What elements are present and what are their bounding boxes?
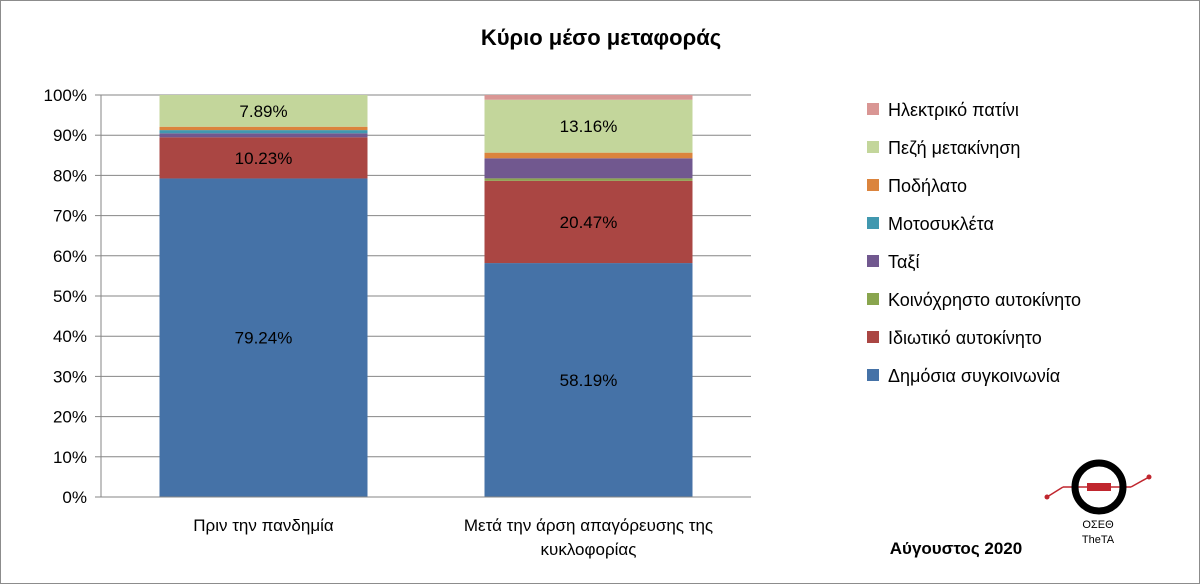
y-tick-label: 10% xyxy=(53,448,87,467)
legend-label: Κοινόχρηστο αυτοκίνητο xyxy=(888,290,1081,310)
bar-segment xyxy=(484,99,693,153)
x-category-label: κυκλοφορίας xyxy=(541,540,637,559)
legend-swatch xyxy=(867,141,879,153)
legend-label: Ιδιωτικό αυτοκίνητο xyxy=(888,328,1042,348)
legend-label: Ποδήλατο xyxy=(888,176,967,196)
data-label: 20.47% xyxy=(560,213,618,232)
bars xyxy=(159,95,693,497)
chart-title: Κύριο μέσο μεταφοράς xyxy=(481,25,721,50)
legend-swatch xyxy=(867,369,879,381)
bar-segment xyxy=(484,180,693,264)
legend-label: Μοτοσυκλέτα xyxy=(888,214,994,234)
legend-label: Πεζή μετακίνηση xyxy=(888,138,1020,158)
y-tick-label: 100% xyxy=(44,86,87,105)
y-tick-label: 40% xyxy=(53,327,87,346)
legend-swatch xyxy=(867,255,879,267)
y-tick-label: 30% xyxy=(53,367,87,386)
oseth-logo: ΟΣΕΘ TheTA xyxy=(1044,459,1152,546)
y-tick-label: 50% xyxy=(53,287,87,306)
legend-swatch xyxy=(867,217,879,229)
footer-date: Αύγουστος 2020 xyxy=(890,539,1022,558)
x-category-label: Πριν την πανδημία xyxy=(193,516,334,535)
bar-segment xyxy=(159,95,368,127)
y-tick-label: 0% xyxy=(62,488,87,507)
bar-segment xyxy=(159,126,368,131)
legend: Ηλεκτρικό πατίνι Πεζή μετακίνηση Ποδήλατο Μ… xyxy=(867,100,1081,386)
bar-segment xyxy=(484,95,693,100)
axes: 0% 10% 20% 30% 40% 50% 60% 70% 80% 90% 100% Πριν τη… xyxy=(44,86,751,559)
legend-swatch xyxy=(867,293,879,305)
bar-segment xyxy=(159,137,368,179)
bar-segment xyxy=(484,152,693,159)
bar-segment xyxy=(159,130,368,134)
bar-segment xyxy=(159,133,368,138)
y-tick-label: 80% xyxy=(53,166,87,185)
data-label: 13.16% xyxy=(560,117,618,136)
data-label: 58.19% xyxy=(560,371,618,390)
legend-swatch xyxy=(867,331,879,343)
legend-label: Δημόσια συγκοινωνία xyxy=(888,366,1060,386)
data-labels: 79.24% 10.23% 7.89% 58.19% 20.47% 13.16% xyxy=(235,102,618,390)
y-tick-label: 90% xyxy=(53,126,87,145)
data-label: 10.23% xyxy=(235,149,293,168)
bar-segment xyxy=(159,178,368,497)
y-tick-label: 60% xyxy=(53,247,87,266)
logo-text-theta: TheTA xyxy=(1082,534,1115,546)
legend-swatch xyxy=(867,103,879,115)
data-label: 7.89% xyxy=(239,102,287,121)
y-tick-label: 20% xyxy=(53,408,87,427)
bar-segment xyxy=(484,158,693,179)
legend-label: Ηλεκτρικό πατίνι xyxy=(888,100,1019,120)
data-label: 79.24% xyxy=(235,329,293,348)
x-category-label: Μετά την άρση απαγόρευσης της xyxy=(464,516,713,535)
y-tick-label: 70% xyxy=(53,207,87,226)
legend-label: Ταξί xyxy=(888,252,919,272)
logo-text-oseth: ΟΣΕΘ xyxy=(1082,519,1114,531)
bar-segment xyxy=(484,263,693,497)
legend-swatch xyxy=(867,179,879,191)
bar-segment xyxy=(484,178,693,181)
